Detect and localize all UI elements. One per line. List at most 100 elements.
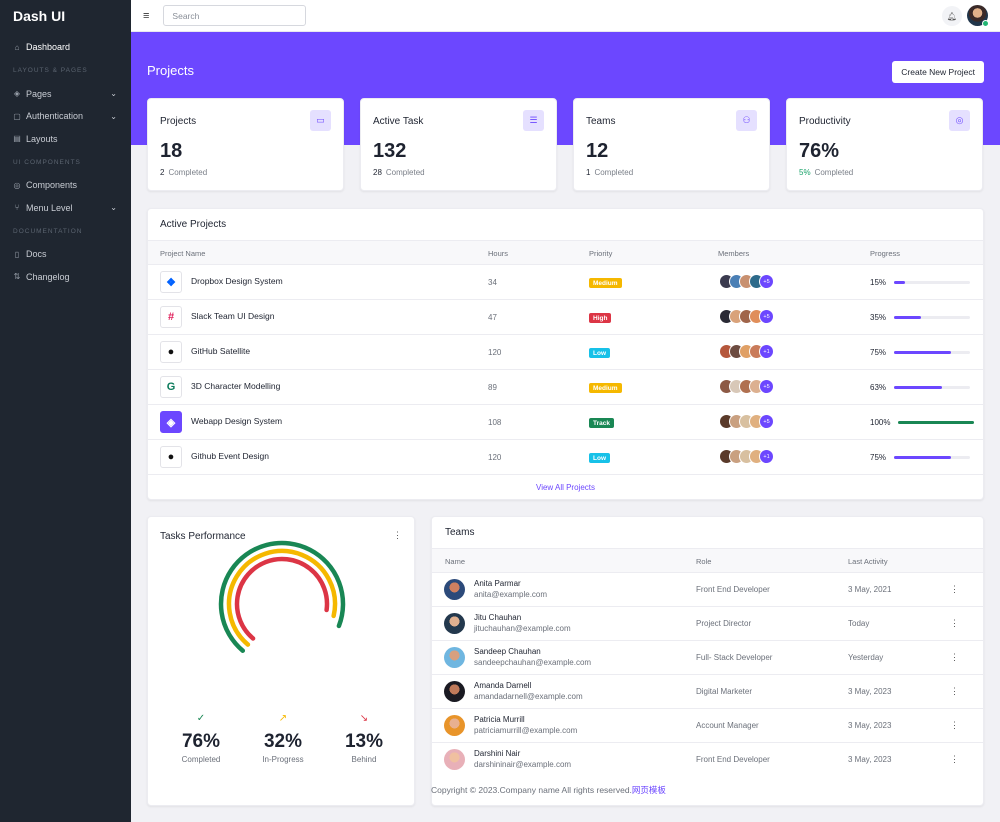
menu-toggle-icon[interactable]: ≡ (143, 9, 150, 22)
progress-percent: 63% (870, 383, 887, 392)
last-activity: 3 May, 2023 (848, 687, 892, 696)
member-name: Amanda Darnell (474, 681, 532, 690)
avatar (444, 749, 465, 770)
progress-fill (894, 351, 951, 354)
more-options-icon[interactable]: ⋮ (950, 686, 959, 696)
more-options-icon[interactable]: ⋮ (950, 652, 959, 662)
progress-fill (894, 316, 921, 319)
share-icon: ⑂ (14, 203, 20, 213)
sidebar-item-changelog[interactable]: ⇅ Changelog (0, 266, 131, 289)
table-row[interactable]: G 3D Character Modelling 89 Medium +5 63… (148, 370, 983, 405)
check-circle-icon: ✓ (196, 713, 206, 724)
project-name[interactable]: Webapp Design System (191, 416, 283, 426)
table-row[interactable]: Jitu Chauhan jituchauhan@example.com Pro… (432, 607, 983, 641)
table-row[interactable]: ❖ Dropbox Design System 34 Medium +5 15% (148, 265, 983, 300)
view-all-projects-link[interactable]: View All Projects (536, 483, 595, 492)
table-row[interactable]: ● GitHub Satellite 120 Low +1 75% (148, 335, 983, 370)
git-pull-request-icon: ⇅ (13, 272, 21, 282)
more-members-badge[interactable]: +1 (759, 344, 774, 359)
metric-behind: ↘ 13% Behind (329, 713, 399, 764)
project-hours: 120 (488, 348, 502, 357)
column-header: Progress (870, 249, 901, 258)
table-row[interactable]: Darshini Nair darshininair@example.com F… (432, 743, 983, 777)
project-hours: 34 (488, 278, 497, 287)
project-name[interactable]: Github Event Design (191, 451, 269, 461)
member-name: Patricia Murrill (474, 715, 525, 724)
stat-title: Projects (160, 116, 197, 127)
stat-sub-number: 2 (160, 168, 165, 177)
more-members-badge[interactable]: +5 (759, 414, 774, 429)
progress-percent: 35% (870, 313, 887, 322)
sidebar-item-authentication[interactable]: ▢ Authentication ⌄ (0, 105, 131, 128)
member-email: darshininair@example.com (474, 760, 572, 769)
layers-icon: ◈ (13, 89, 21, 99)
last-activity: 3 May, 2023 (848, 721, 892, 730)
bell-icon[interactable]: 🔔︎ (942, 6, 962, 26)
more-members-badge[interactable]: +1 (759, 449, 774, 464)
metric-label: Completed (181, 755, 221, 764)
search-input[interactable] (163, 5, 307, 26)
slack-icon: # (160, 306, 182, 328)
table-header: Project Name Hours Priority Members Prog… (148, 241, 983, 265)
table-row[interactable]: Anita Parmar anita@example.com Front End… (432, 573, 983, 607)
project-name[interactable]: GitHub Satellite (191, 346, 251, 356)
column-header: Name (445, 557, 466, 566)
sidebar-item-label: Dashboard (26, 42, 71, 53)
sidebar-item-menu-level[interactable]: ⑂ Menu Level ⌄ (0, 197, 131, 220)
create-project-button[interactable]: Create New Project (892, 61, 984, 83)
metric-in-progress: ↗ 32% In-Progress (248, 713, 318, 764)
clipboard-icon: ▯ (14, 249, 20, 259)
teams-card: Teams Name Role Last Activity Anita Parm… (431, 516, 984, 806)
topbar: ≡ 🔔︎ (131, 0, 1000, 32)
project-name[interactable]: Slack Team UI Design (191, 311, 275, 321)
more-options-icon[interactable]: ⋮ (950, 584, 959, 594)
sidebar-item-components[interactable]: ◎ Components (0, 174, 131, 197)
table-row[interactable]: Patricia Murrill patriciamurrill@example… (432, 709, 983, 743)
table-row[interactable]: Sandeep Chauhan sandeepchauhan@example.c… (432, 641, 983, 675)
project-name[interactable]: Dropbox Design System (191, 276, 283, 286)
footer-link[interactable]: 网页模板 (631, 785, 666, 795)
stat-value: 76% (799, 140, 840, 162)
active-projects-card: Active Projects Project Name Hours Prior… (147, 208, 984, 500)
more-members-badge[interactable]: +5 (759, 379, 774, 394)
priority-badge: Medium (589, 278, 622, 288)
table-row[interactable]: ● Github Event Design 120 Low +1 75% (148, 440, 983, 475)
sidebar-item-pages[interactable]: ◈ Pages ⌄ (0, 83, 131, 106)
column-header: Project Name (160, 249, 206, 258)
more-options-icon[interactable]: ⋮ (950, 618, 959, 628)
section-heading-layouts: LAYOUTS & PAGES (13, 67, 88, 74)
last-activity: 3 May, 2023 (848, 755, 892, 764)
in-progress-arc (226, 548, 338, 647)
copyright-text: Copyright © 2023.Company name All rights… (431, 785, 632, 795)
more-members-badge[interactable]: +5 (759, 274, 774, 289)
stat-sub-label: Completed (168, 168, 208, 177)
member-email: amandadarnell@example.com (474, 692, 583, 701)
progress-bar (894, 316, 970, 319)
briefcase-icon: ▭ (310, 110, 331, 131)
brand-logo[interactable]: Dash UI (13, 8, 66, 24)
priority-badge: Track (589, 418, 614, 428)
sidebar-item-docs[interactable]: ▯ Docs (0, 243, 131, 266)
stat-card-active-task: Active Task ☰ 132 28 Completed (360, 98, 557, 191)
last-activity: Today (848, 619, 870, 628)
sidebar-item-dashboard[interactable]: ⌂ Dashboard (0, 36, 131, 59)
more-members-badge[interactable]: +5 (759, 309, 774, 324)
member-email: patriciamurrill@example.com (474, 726, 578, 735)
user-avatar[interactable] (967, 5, 989, 27)
table-row[interactable]: # Slack Team UI Design 47 High +5 35% (148, 300, 983, 335)
sidebar-nav: ⌂ Dashboard LAYOUTS & PAGES ◈ Pages ⌄ ▢ Auth… (0, 32, 131, 288)
tasks-radial-chart (218, 540, 346, 653)
project-name[interactable]: 3D Character Modelling (191, 381, 281, 391)
more-options-icon[interactable]: ⋮ (950, 720, 959, 730)
tasks-performance-card: Tasks Performance ⋮ ✓ 76% Completed ↗ 32… (147, 516, 415, 806)
more-options-icon[interactable]: ⋮ (393, 530, 402, 540)
metric-label: Behind (351, 755, 377, 764)
table-row[interactable]: ◈ Webapp Design System 108 Track +5 100% (148, 405, 983, 440)
sidebar-item-layouts[interactable]: ▤ Layouts (0, 128, 131, 151)
online-status-dot (982, 20, 989, 27)
column-header: Hours (488, 249, 509, 258)
member-role: Project Director (696, 619, 752, 628)
stat-title: Teams (586, 116, 616, 127)
more-options-icon[interactable]: ⋮ (950, 754, 959, 764)
table-row[interactable]: Amanda Darnell amandadarnell@example.com… (432, 675, 983, 709)
